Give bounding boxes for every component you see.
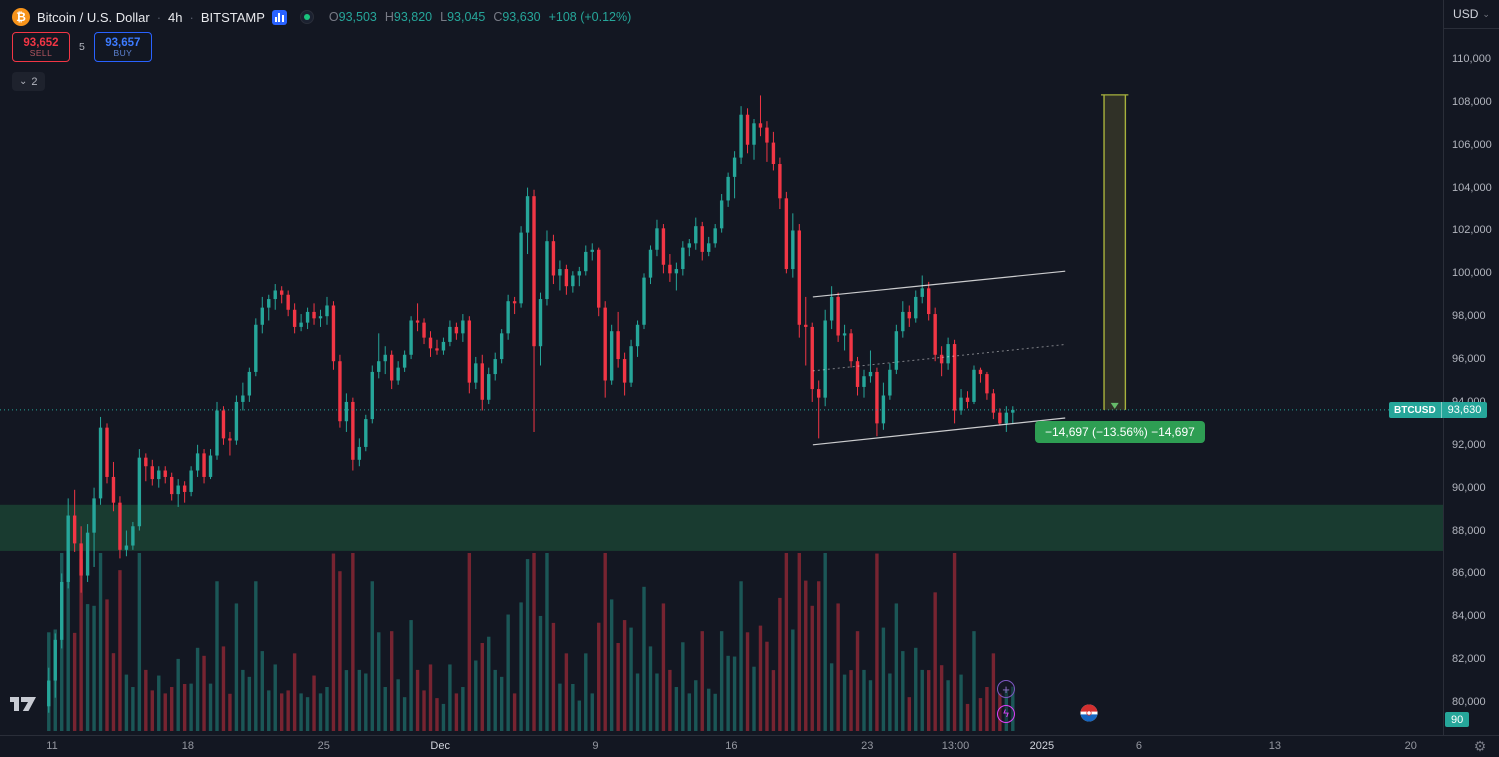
low-label: L: [440, 10, 448, 24]
price-tick-label: 82,000: [1452, 653, 1486, 666]
interval-button[interactable]: 4h: [168, 9, 183, 25]
time-tick-label: 18: [181, 740, 194, 752]
low-value: 93,045: [447, 10, 486, 24]
open-value: 93,503: [338, 10, 377, 24]
time-tick-label: 13: [1268, 740, 1281, 752]
close-value: 93,630: [502, 10, 541, 24]
price-axis[interactable]: 110,000 108,000 106,000 104,000 102,000 100,0…: [1443, 0, 1499, 735]
sell-price: 93,652: [23, 36, 59, 49]
chevron-down-icon: ⌄: [1482, 8, 1490, 19]
open-label: O: [328, 10, 339, 24]
price-tick-label: 88,000: [1452, 524, 1486, 537]
time-tick-label: 2025: [1029, 740, 1055, 752]
volume-value-label: 90: [1445, 712, 1470, 727]
price-tick-label: 100,000: [1452, 267, 1492, 280]
price-label-symbol: BTCUSD: [1389, 402, 1442, 418]
drawings-count: 2: [31, 75, 38, 88]
time-axis[interactable]: 11 18 25 Dec 9 16 23 13:00 2025 6 13 20: [0, 735, 1499, 757]
buy-price: 93,657: [105, 36, 141, 49]
price-label-value: 93,630: [1447, 404, 1482, 416]
exchange-button[interactable]: BITSTAMP: [200, 9, 265, 25]
symbol-title[interactable]: Bitcoin / U.S. Dollar: [37, 9, 150, 25]
spread-value: 5: [79, 41, 85, 53]
close-label: C: [493, 10, 503, 24]
plus-bubble-icon[interactable]: +: [997, 680, 1015, 698]
price-tick-label: 102,000: [1452, 224, 1492, 237]
roundel-badge-icon: [1080, 704, 1098, 722]
object-tree-badge[interactable]: ⌄ 2: [12, 72, 45, 91]
tradingview-logo-icon: [10, 697, 36, 711]
time-tick-label: Dec: [430, 740, 450, 752]
separator: ·: [189, 9, 194, 25]
badge-icon[interactable]: [1080, 704, 1098, 722]
buy-button[interactable]: 93,657 BUY: [93, 32, 152, 62]
sell-button[interactable]: 93,652 SELL: [12, 32, 70, 62]
tradingview-logo[interactable]: [8, 694, 38, 719]
price-tick-label: 96,000: [1452, 353, 1486, 366]
price-tick-label: 92,000: [1452, 438, 1486, 451]
time-tick-label: 13:00: [941, 740, 970, 752]
ohlc-readout: O93,503 H93,820 L93,045 C93,630 +108 (+0…: [329, 10, 631, 24]
chart-pane[interactable]: [0, 0, 1443, 735]
time-tick-label: 6: [1135, 740, 1143, 752]
currency-label: USD: [1453, 7, 1479, 21]
bitcoin-logo-icon: ₿: [12, 8, 30, 26]
buy-label: BUY: [113, 47, 133, 58]
time-tick-label: 9: [592, 740, 599, 752]
high-label: H: [384, 10, 394, 24]
exchange-logo-icon: [271, 9, 287, 25]
market-status-icon[interactable]: [299, 10, 314, 24]
price-tick-label: 108,000: [1452, 95, 1492, 108]
candlestick-chart[interactable]: [0, 0, 1443, 735]
price-range-label[interactable]: −14,697 (−13.56%) −14,697: [1035, 421, 1205, 443]
price-tick-label: 110,000: [1452, 53, 1491, 65]
order-panel: 93,652 SELL 5 93,657 BUY: [12, 32, 152, 62]
sell-label: SELL: [29, 47, 53, 58]
time-tick-label: 16: [725, 740, 738, 752]
time-tick-label: 23: [861, 740, 874, 752]
price-tick-label: 80,000: [1452, 696, 1486, 708]
currency-button[interactable]: USD ⌄: [1443, 0, 1499, 29]
time-tick-label: 20: [1404, 740, 1417, 752]
high-value: 93,820: [393, 10, 433, 24]
time-tick-label: 25: [317, 740, 330, 752]
gear-icon[interactable]: ⚙: [1473, 737, 1487, 754]
price-tick-label: 90,000: [1452, 481, 1486, 494]
price-tick-label: 98,000: [1452, 310, 1486, 323]
separator: ·: [156, 9, 162, 25]
symbol-header: ₿ Bitcoin / U.S. Dollar · 4h · BITSTAMP …: [12, 6, 631, 28]
price-tick-label: 84,000: [1452, 610, 1486, 623]
price-tick-label: 106,000: [1452, 138, 1492, 151]
price-tick-label: 104,000: [1452, 181, 1492, 194]
change-value: +108 (+0.12%): [548, 10, 632, 24]
current-price-label: BTCUSD 93,630: [1389, 402, 1488, 418]
chevron-down-icon: ⌄: [19, 75, 28, 87]
price-tick-label: 86,000: [1452, 567, 1486, 580]
time-tick-label: 11: [46, 740, 58, 752]
lightning-bubble-icon[interactable]: ϟ: [997, 705, 1015, 723]
